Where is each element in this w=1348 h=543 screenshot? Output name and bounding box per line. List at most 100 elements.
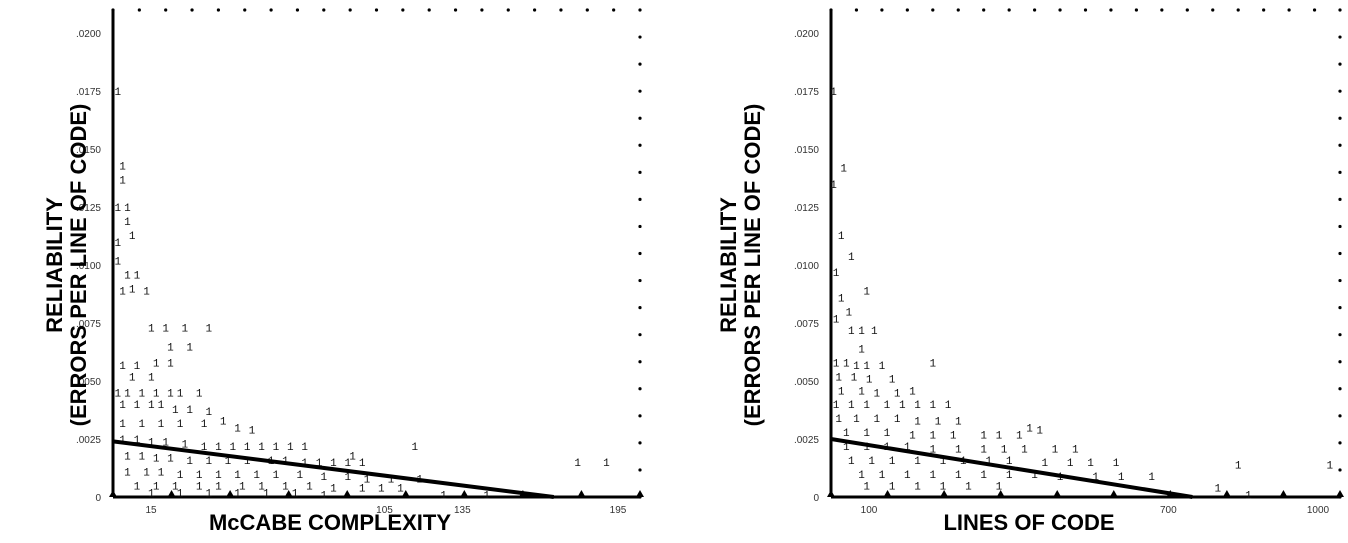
- frame-dot: [401, 8, 405, 12]
- data-point: 1: [848, 456, 855, 468]
- data-point: 1: [965, 481, 972, 493]
- data-point: 1: [1235, 461, 1242, 473]
- x-tick-mark: [577, 490, 586, 497]
- data-point: 1: [143, 467, 150, 479]
- data-point: 1: [846, 307, 853, 319]
- data-point: 1: [985, 456, 992, 468]
- frame-dot: [638, 89, 642, 93]
- data-point: 1: [1092, 472, 1099, 484]
- frame-dot: [480, 8, 484, 12]
- data-point: 1: [397, 484, 404, 496]
- frame-dot: [638, 8, 642, 12]
- x-tick-mark: [167, 490, 176, 497]
- data-point: 1: [871, 326, 878, 338]
- data-point: 1: [1113, 458, 1120, 470]
- data-point: 1: [292, 488, 299, 500]
- y-tick-label: 0: [813, 493, 819, 504]
- data-point: 1: [158, 467, 165, 479]
- data-point: 1: [177, 470, 184, 482]
- frame-dot: [638, 333, 642, 337]
- frame-dot: [638, 170, 642, 174]
- data-point: 1: [349, 451, 356, 463]
- data-point: 1: [574, 458, 581, 470]
- data-point: 1: [851, 372, 858, 384]
- data-point: 1: [909, 430, 916, 442]
- data-point: 1: [215, 442, 222, 454]
- data-point: 1: [940, 481, 947, 493]
- frame-dot: [638, 360, 642, 364]
- data-point: 1: [863, 428, 870, 440]
- data-point: 1: [889, 481, 896, 493]
- data-point: 1: [114, 256, 121, 268]
- x-tick-mark: [1279, 490, 1288, 497]
- data-point: 1: [263, 488, 270, 500]
- data-point: 1: [330, 458, 337, 470]
- data-point: 1: [114, 203, 121, 215]
- data-point: 1: [879, 361, 886, 373]
- frame-dot: [880, 8, 884, 12]
- data-point: 1: [1006, 470, 1013, 482]
- data-point: 1: [258, 442, 265, 454]
- frame-dot: [427, 8, 431, 12]
- data-point: 1: [253, 470, 260, 482]
- data-point: 1: [950, 430, 957, 442]
- data-point: 1: [874, 414, 881, 426]
- data-point: 1: [177, 419, 184, 431]
- x-tick-mark: [1053, 490, 1062, 497]
- data-point: 1: [879, 470, 886, 482]
- data-point: 1: [1072, 444, 1079, 456]
- data-point: 1: [980, 444, 987, 456]
- data-point: 1: [483, 491, 490, 503]
- frame-dot: [1338, 278, 1342, 283]
- x-axis-label: McCABE COMPLEXITY: [208, 510, 452, 535]
- data-point: 1: [124, 389, 131, 401]
- x-tick-mark: [460, 490, 469, 497]
- x-tick-mark: [1222, 490, 1231, 497]
- data-point: 1: [835, 372, 842, 384]
- data-point: 1: [359, 458, 366, 470]
- data-point: 1: [863, 400, 870, 412]
- data-point: 1: [914, 416, 921, 428]
- data-point: 1: [239, 481, 246, 493]
- data-point: 1: [1215, 484, 1222, 496]
- trend-line: [112, 439, 555, 499]
- frame-dot: [956, 8, 960, 12]
- data-point: 1: [840, 164, 847, 176]
- data-point: 1: [124, 451, 131, 463]
- data-point: 1: [1067, 458, 1074, 470]
- frame-dot: [638, 62, 642, 66]
- frame-dot: [1338, 414, 1342, 418]
- frame-dot: [137, 8, 141, 12]
- data-point: 1: [904, 442, 911, 454]
- data-point: 1: [148, 488, 155, 500]
- x-tick-mark: [343, 490, 352, 497]
- data-point: 1: [234, 423, 241, 435]
- data-point: 1: [848, 400, 855, 412]
- frame-dot: [1338, 143, 1342, 147]
- y-tick-label: .0075: [76, 319, 101, 330]
- y-tick-label: .0075: [794, 319, 819, 330]
- frame-dot: [1338, 8, 1342, 12]
- frame-dot: [1338, 224, 1342, 229]
- y-tick-label: .0150: [76, 145, 101, 156]
- frame-dot: [829, 8, 833, 12]
- data-point: 1: [119, 400, 126, 412]
- data-point: 1: [244, 442, 251, 454]
- data-point: 1: [440, 491, 447, 503]
- data-point: 1: [843, 358, 850, 370]
- data-point: 1: [206, 324, 213, 336]
- y-tick-label: .0200: [794, 29, 819, 40]
- frame-dot: [1236, 8, 1240, 12]
- frame-dot: [1033, 8, 1037, 12]
- chart-plot-mccabe: 0 .0025 .0050 .0075 .0100 .0125 .0150 .0175 .020…: [76, 8, 644, 516]
- frame-dot: [322, 8, 326, 12]
- frame-dot: [1338, 387, 1342, 391]
- x-tick-label: 1000: [1307, 505, 1330, 516]
- frame-dot: [638, 278, 642, 283]
- data-point: 1: [1118, 472, 1125, 484]
- data-point: 1: [1036, 426, 1043, 438]
- data-point: 1: [863, 287, 870, 299]
- data-point: 1: [167, 454, 174, 466]
- x-tick-label: 135: [454, 505, 471, 516]
- data-point: 1: [306, 481, 313, 493]
